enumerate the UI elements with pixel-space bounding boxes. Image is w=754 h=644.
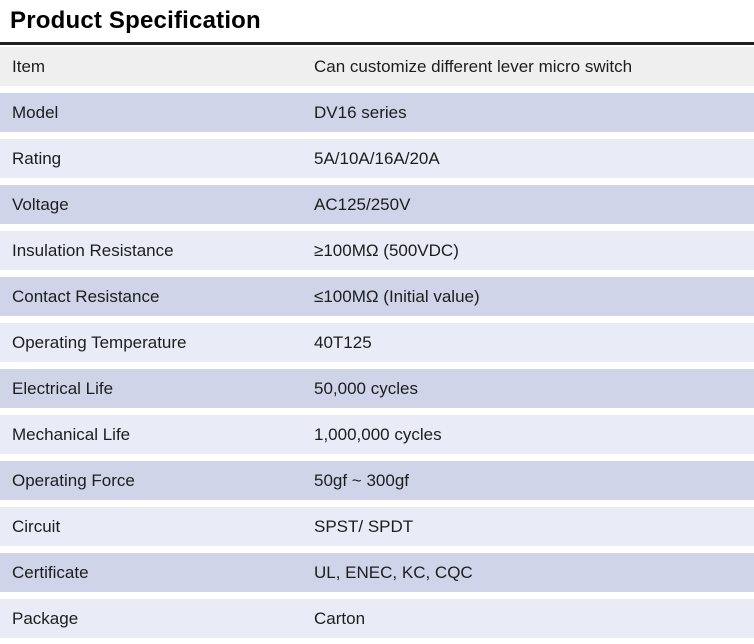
spec-value-cell: AC125/250V: [314, 194, 411, 214]
spec-label-cell: Mechanical Life: [12, 424, 131, 444]
spec-value-cell: Can customize different lever micro swit…: [314, 56, 633, 76]
spec-value-cell: 40T125: [314, 332, 372, 352]
spec-value-cell: ≥100MΩ (500VDC): [314, 240, 459, 260]
table-row: Item Can customize different lever micro…: [0, 47, 754, 86]
spec-value-cell: ≤100MΩ (Initial value): [314, 286, 480, 306]
spec-value-cell: 50gf ~ 300gf: [314, 470, 410, 490]
table-row: Package Carton: [0, 599, 754, 638]
table-row: Circuit SPST/ SPDT: [0, 507, 754, 546]
spec-value-cell: 1,000,000 cycles: [314, 424, 442, 444]
spec-value-cell: Carton: [314, 608, 366, 628]
spec-label-cell: Insulation Resistance: [12, 240, 174, 260]
spec-label-cell: Operating Temperature: [12, 332, 187, 352]
spec-value-cell: UL, ENEC, KC, CQC: [314, 562, 473, 582]
spec-value-cell: 50,000 cycles: [314, 378, 418, 398]
table-row: Operating Force 50gf ~ 300gf: [0, 461, 754, 500]
spec-label-cell: Model: [12, 102, 59, 122]
table-row: Voltage AC125/250V: [0, 185, 754, 224]
spec-label-cell: Electrical Life: [12, 378, 114, 398]
table-row: Electrical Life 50,000 cycles: [0, 369, 754, 408]
page-title: Product Specification: [10, 7, 261, 34]
spec-label-cell: Package: [12, 608, 79, 628]
spec-label-cell: Voltage: [12, 194, 69, 214]
spec-label-cell: Contact Resistance: [12, 286, 160, 306]
spec-value-cell: DV16 series: [314, 102, 407, 122]
spec-table: Item Can customize different lever micro…: [0, 47, 754, 638]
table-row: Model DV16 series: [0, 93, 754, 132]
spec-label-cell: Item: [12, 56, 46, 76]
table-row: Mechanical Life 1,000,000 cycles: [0, 415, 754, 454]
table-row: Insulation Resistance ≥100MΩ (500VDC): [0, 231, 754, 270]
spec-label-cell: Rating: [12, 148, 62, 168]
table-top-rule: [0, 42, 754, 45]
spec-label-cell: Certificate: [12, 562, 89, 582]
table-row: Rating 5A/10A/16A/20A: [0, 139, 754, 178]
spec-label-cell: Operating Force: [12, 470, 135, 490]
table-row: Contact Resistance ≤100MΩ (Initial value…: [0, 277, 754, 316]
table-row: Certificate UL, ENEC, KC, CQC: [0, 553, 754, 592]
spec-label-cell: Circuit: [12, 516, 61, 536]
table-row: Operating Temperature 40T125: [0, 323, 754, 362]
spec-value-cell: 5A/10A/16A/20A: [314, 148, 440, 168]
spec-value-cell: SPST/ SPDT: [314, 516, 414, 536]
